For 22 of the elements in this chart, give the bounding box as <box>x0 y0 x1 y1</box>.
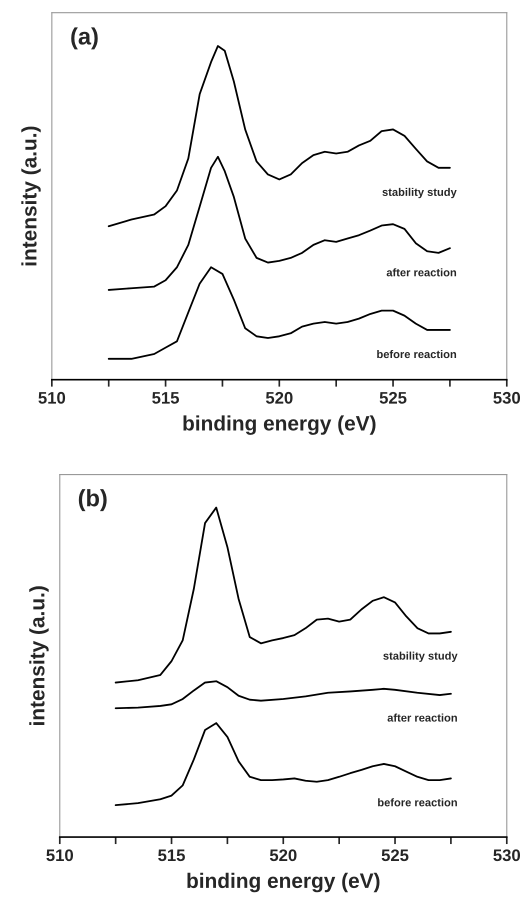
series-label: stability study <box>383 652 458 662</box>
series-label: before reaction <box>377 350 456 358</box>
series-label: stability study <box>382 188 457 198</box>
x-tick-label: 510 <box>46 849 73 862</box>
x-tick-label: 520 <box>270 849 296 862</box>
x-tick-label: 530 <box>493 392 520 404</box>
x-tick-label: 520 <box>266 392 293 404</box>
series-label: before reaction <box>378 798 457 806</box>
series-label: after reaction <box>386 268 456 276</box>
x-tick-label: 515 <box>158 850 185 862</box>
series-label: after reaction <box>388 714 457 722</box>
x-axis-title: binding energy (eV) <box>187 872 380 892</box>
x-tick-label: 530 <box>493 849 520 862</box>
chart-title: (a) <box>71 27 98 50</box>
x-tick-label: 525 <box>382 849 408 862</box>
y-axis-title: intensity (a.u.) <box>21 126 41 266</box>
x-tick-label: 515 <box>152 392 180 404</box>
x-tick-label: 525 <box>380 392 406 404</box>
x-tick-label: 510 <box>38 392 66 404</box>
chart-title: (b) <box>78 489 107 512</box>
x-axis-title: binding energy (eV) <box>183 415 376 435</box>
y-axis-title: intensity (a.u.) <box>29 586 49 725</box>
